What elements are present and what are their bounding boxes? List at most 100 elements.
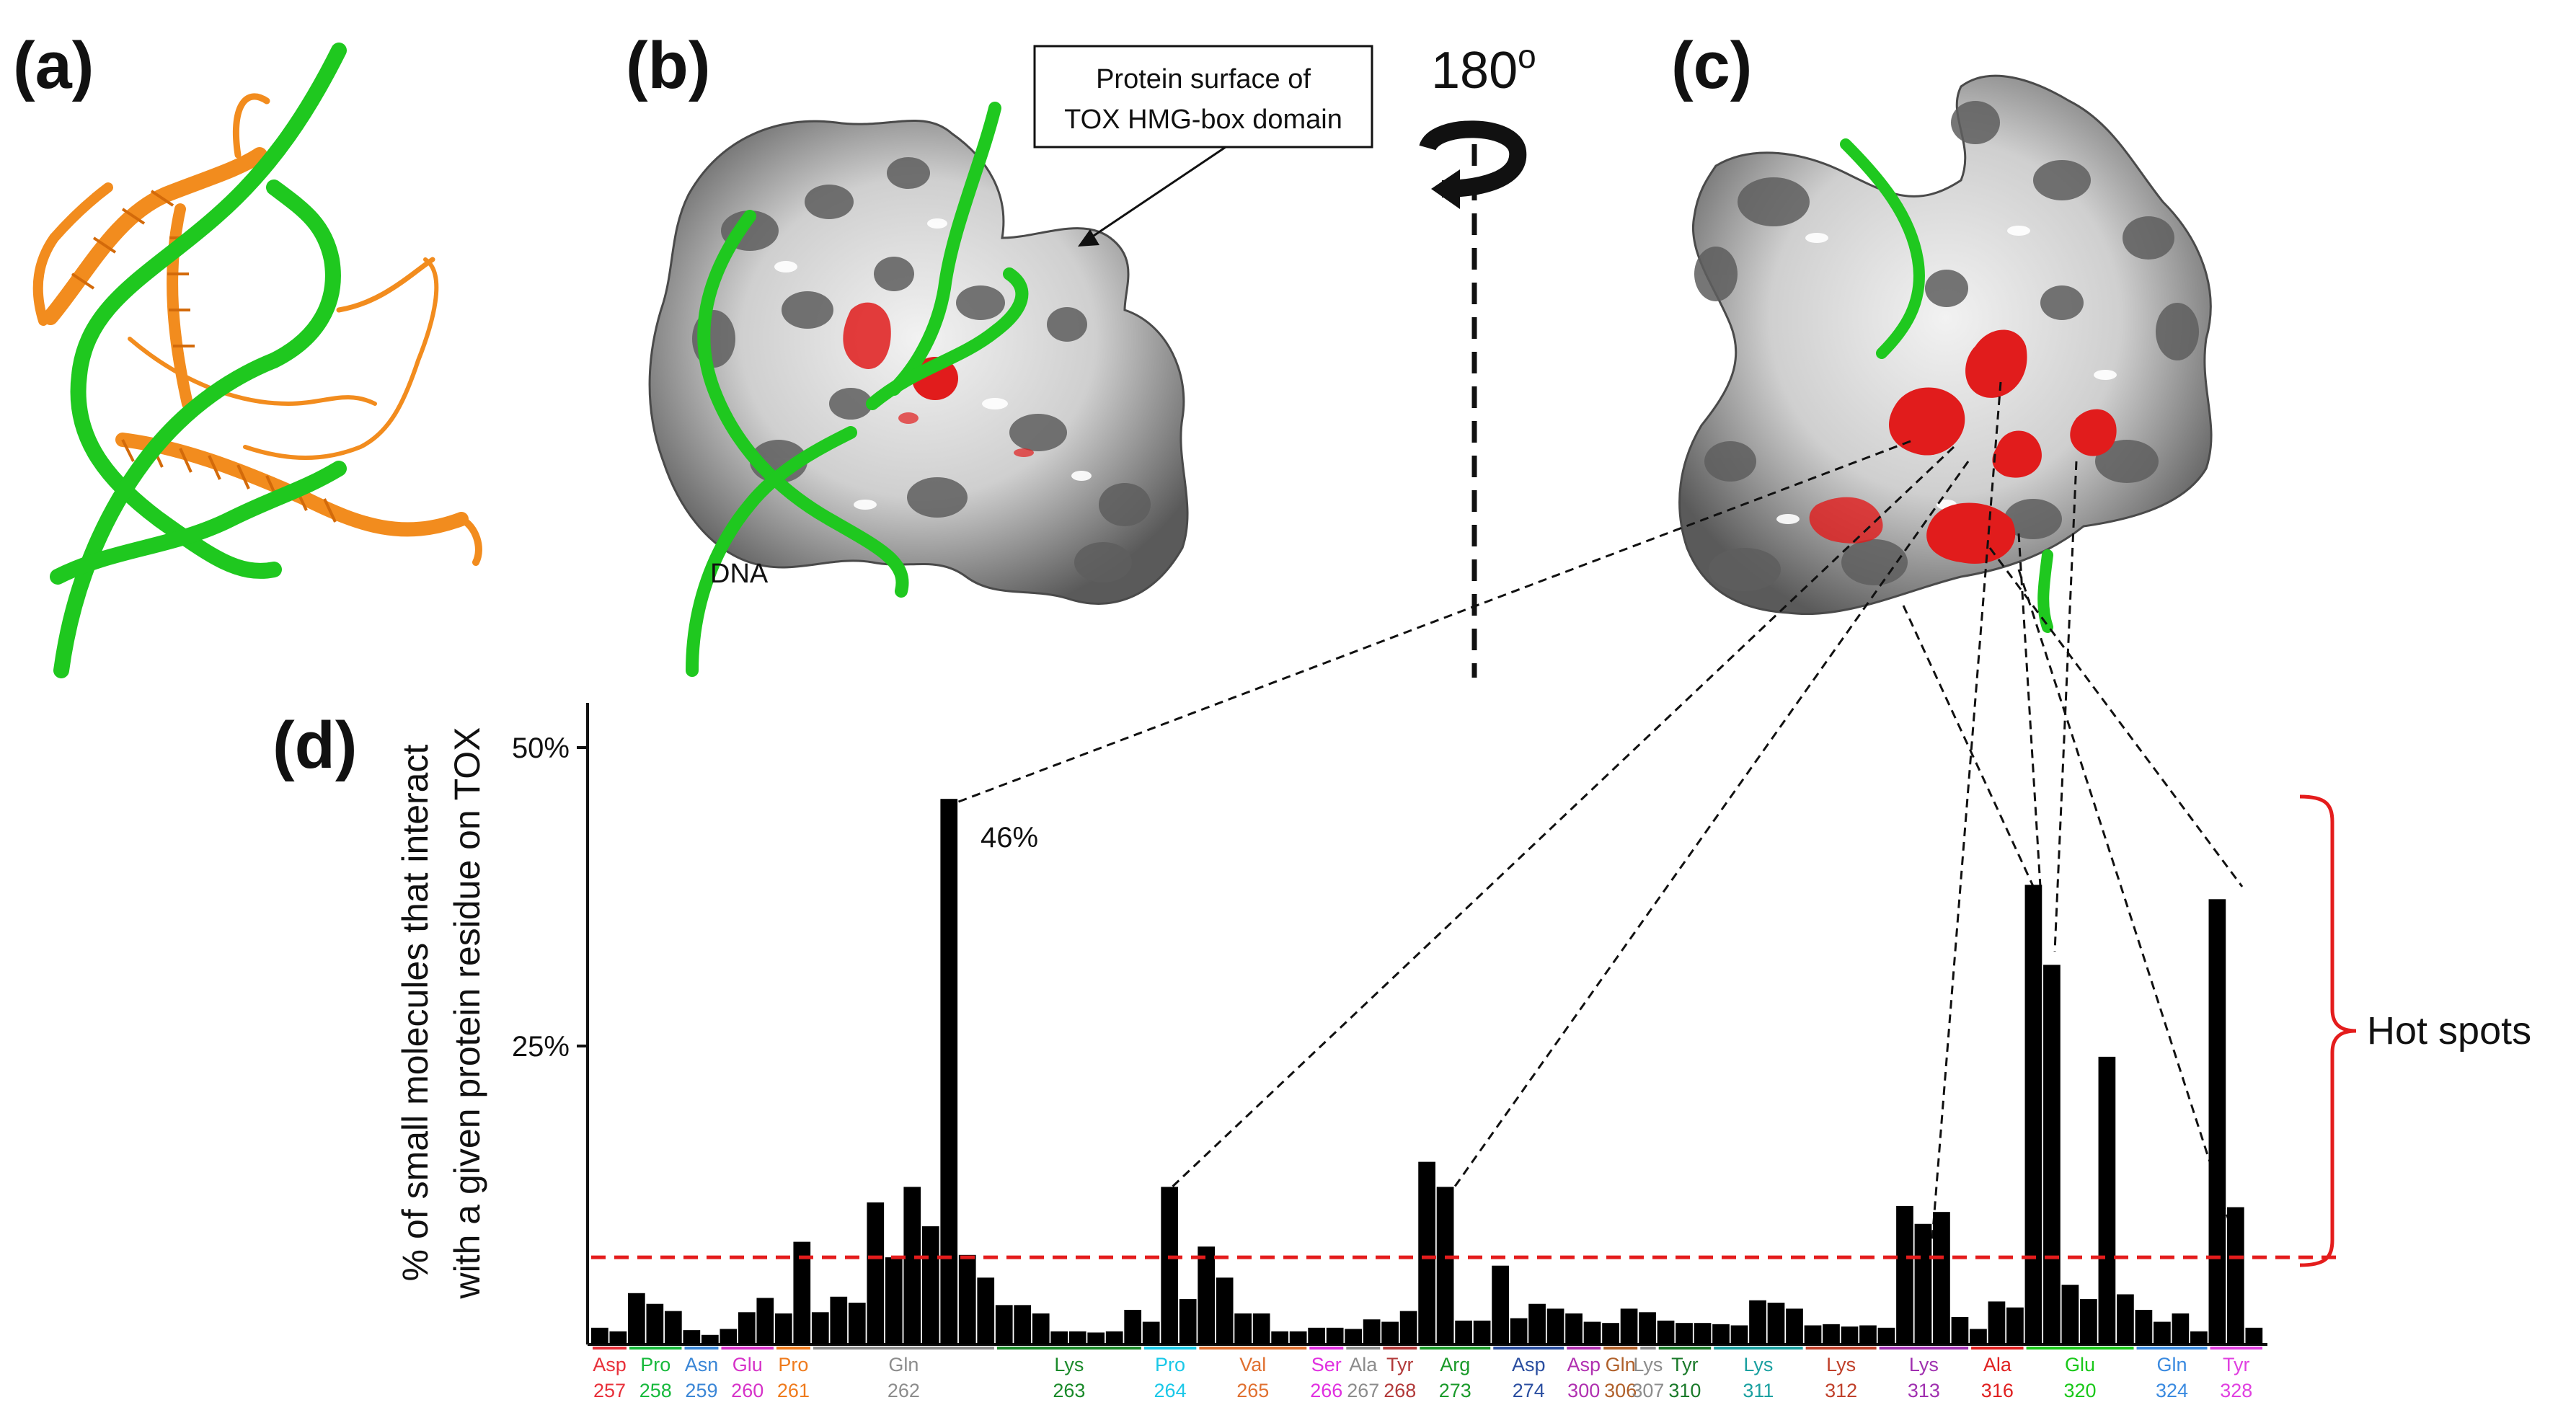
bar [1583,1321,1601,1344]
residue-number: 312 [1825,1380,1857,1401]
bar [1786,1308,1803,1344]
bar [2006,1307,2024,1344]
bar [664,1311,682,1344]
bar [1050,1331,1068,1344]
residue-number: 274 [1513,1380,1545,1401]
bar [2098,1056,2116,1344]
residue-number: 268 [1384,1380,1416,1401]
bar [1657,1320,1675,1344]
bar [1749,1300,1766,1344]
bar [738,1312,756,1344]
bar [1161,1187,1179,1344]
residue-name: Lys [1633,1354,1663,1375]
bar [646,1303,664,1344]
bar [1712,1324,1730,1344]
residue-number: 266 [1310,1380,1342,1401]
bar [2135,1309,2153,1344]
bar [591,1327,608,1344]
bar [1620,1308,1638,1344]
residue-number: 260 [731,1380,763,1401]
bar [1216,1277,1234,1344]
bar [1105,1331,1123,1344]
bar [1271,1331,1289,1344]
callout-text-line1: Protein surface of [1096,64,1311,94]
bar [1970,1329,1987,1344]
bar [1289,1331,1307,1344]
connector-lines [952,381,2244,1241]
bar [2043,965,2061,1344]
bar [811,1312,829,1344]
bar [1399,1311,1417,1344]
residue-name: Tyr [1386,1354,1414,1375]
residue-name: Arg [1440,1354,1470,1375]
bar [756,1298,774,1344]
bar [1565,1313,1583,1344]
bar [1308,1327,1325,1344]
bar [2117,1294,2134,1344]
bar [921,1226,939,1344]
residue-name: Asn [685,1354,719,1375]
residue-number: 267 [1347,1380,1379,1401]
residue-name: Lys [1743,1354,1773,1375]
bar [1694,1323,1712,1344]
bar [1823,1324,1840,1344]
residue-name: Glu [2065,1354,2095,1375]
surface-callout: Protein surface of TOX HMG-box domain [1033,45,1373,247]
hot-spots-label: Hot spots [2367,1009,2531,1053]
residue-name: Ala [1983,1354,2012,1375]
bar [977,1277,995,1344]
panel-label-d: (d) [273,709,357,782]
residue-number: 264 [1154,1380,1187,1401]
y-tick-label: 50% [512,732,570,764]
residue-number: 273 [1439,1380,1471,1401]
bar [2245,1327,2263,1344]
residue-name: Gln [888,1354,919,1375]
bar [2080,1299,2097,1344]
residue-number: 259 [685,1380,717,1401]
bar [958,1254,976,1344]
bar [1767,1303,1785,1344]
bar [1841,1326,1859,1344]
residue-name: Lys [1826,1354,1856,1375]
bar [1676,1323,1693,1344]
bar [1639,1312,1656,1344]
bar [848,1303,866,1344]
bar [1730,1325,1748,1344]
bar [1510,1318,1528,1344]
bar [2061,1285,2079,1344]
bar [701,1334,719,1344]
bar [903,1187,921,1344]
bar [1252,1313,1270,1344]
bar [1988,1301,2006,1344]
residue-name: Asp [1567,1354,1601,1375]
rotation-label: 180o [1431,37,1536,99]
bar [609,1331,627,1344]
bar [1602,1323,1619,1344]
bar [2154,1321,2171,1344]
residue-name: Lys [1054,1354,1084,1375]
bar [1914,1223,1932,1344]
bar [1363,1319,1381,1344]
bar [1436,1187,1454,1344]
bar [2172,1313,2190,1344]
residue-name: Pro [778,1354,808,1375]
bar [774,1313,792,1344]
bar [1032,1313,1050,1344]
residue-name: Pro [1155,1354,1185,1375]
residue-number: 328 [2220,1380,2252,1401]
bar [683,1330,701,1344]
residue-name: Asp [1512,1354,1546,1375]
residue-name: Gln [2157,1354,2187,1375]
bar [1014,1305,1032,1344]
residue-name: Pro [640,1354,670,1375]
residue-number: 258 [639,1380,672,1401]
residue-number: 320 [2064,1380,2097,1401]
bar [720,1329,738,1344]
bar [1418,1161,1435,1344]
bar [2190,1331,2208,1344]
residue-name: Tyr [1671,1354,1699,1375]
bar [995,1305,1013,1344]
residue-name: Lys [1909,1354,1939,1375]
panel-label-b: (b) [626,29,710,102]
residue-name: Ala [1349,1354,1378,1375]
